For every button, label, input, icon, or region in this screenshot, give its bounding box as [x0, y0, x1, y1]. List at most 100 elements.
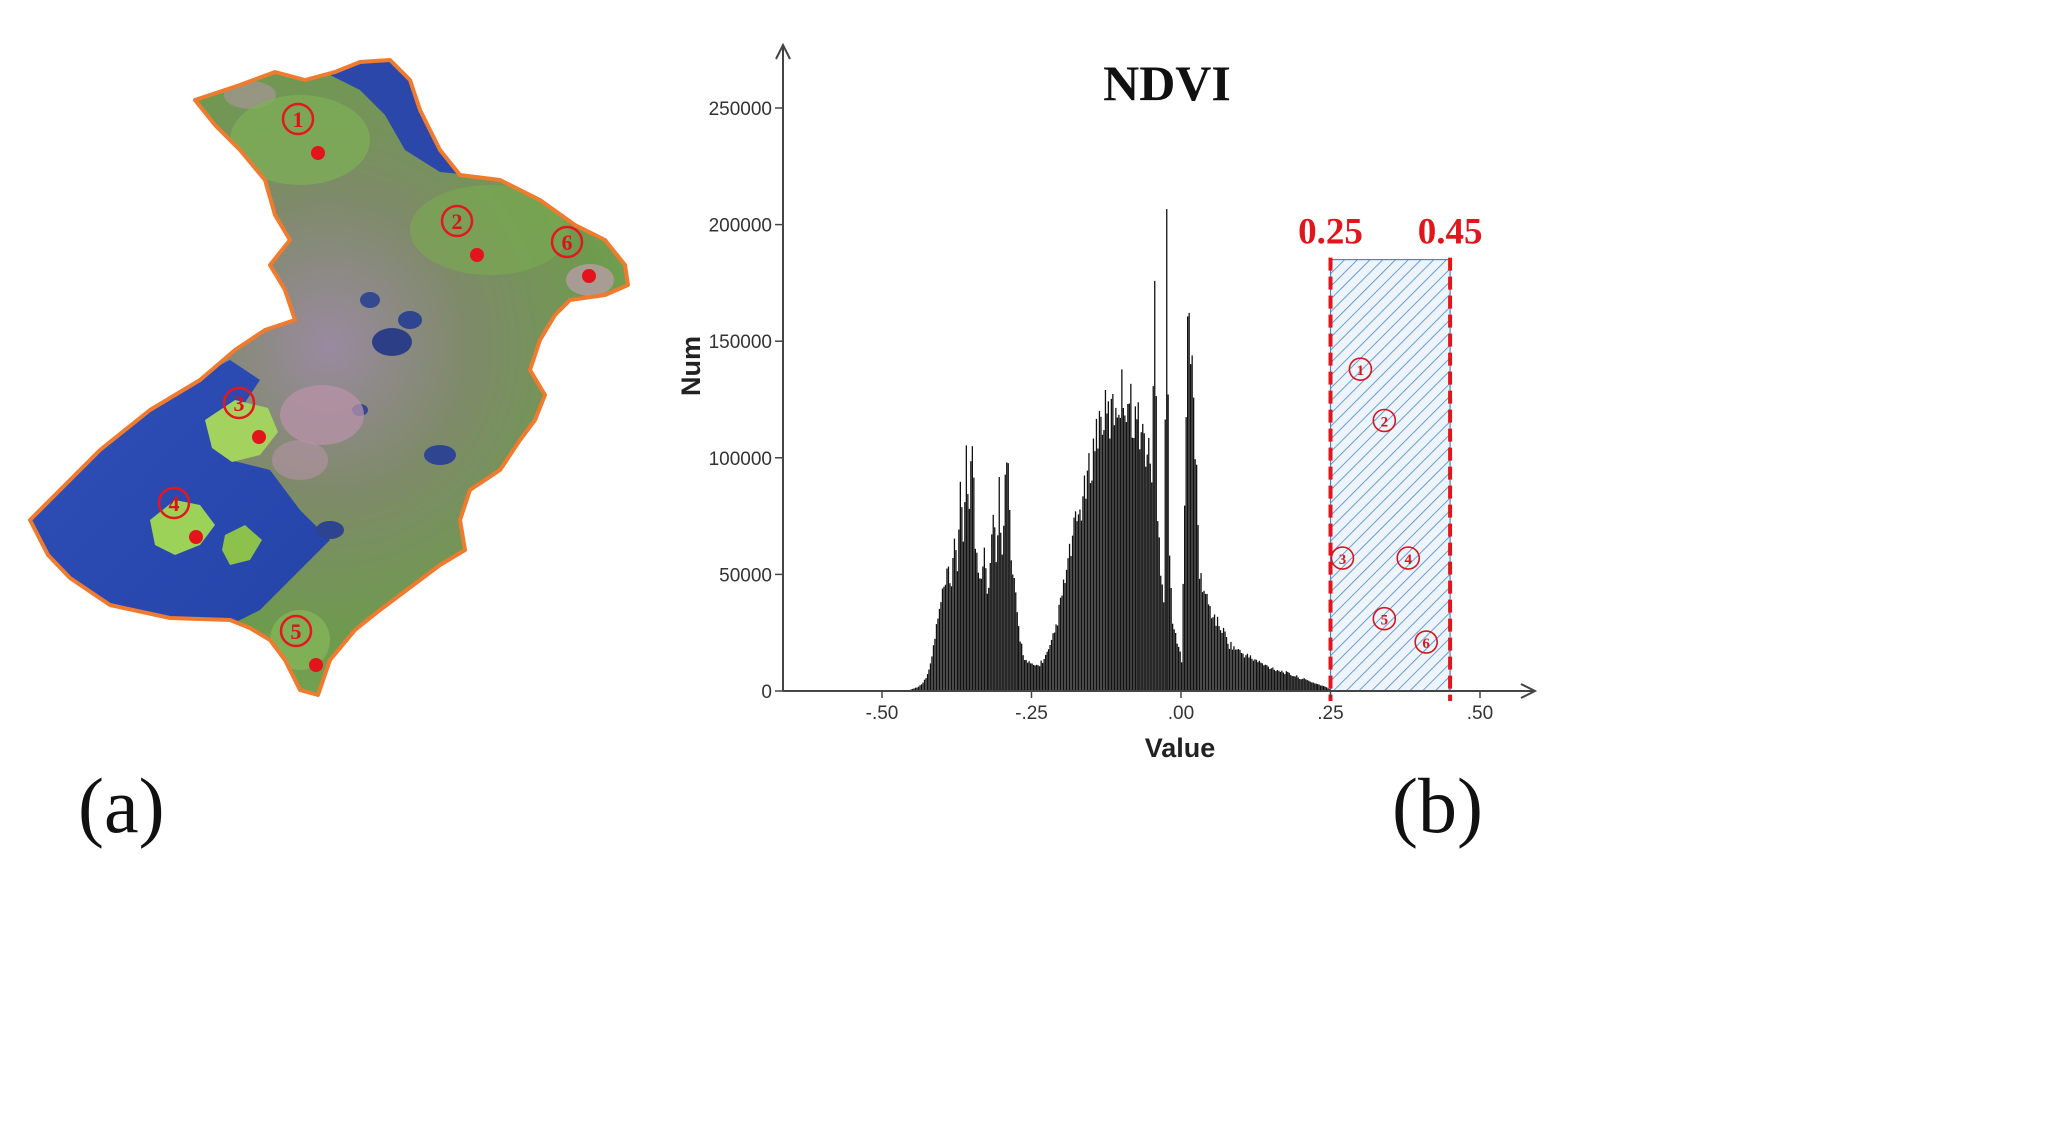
histogram-bar [1131, 437, 1133, 691]
histogram-bar [1033, 664, 1035, 691]
histogram-bar [1201, 592, 1204, 691]
histogram-bar [1145, 466, 1147, 691]
histogram-bar [1142, 423, 1144, 691]
histogram-bar [1296, 675, 1298, 691]
y-axis-title: Num [676, 336, 706, 396]
histogram-bar [952, 558, 954, 691]
histogram-bar [1248, 657, 1250, 691]
y-tick-label: 150000 [709, 332, 772, 353]
histogram-bar [1200, 573, 1202, 691]
histogram-bar [1158, 537, 1160, 691]
histogram-bar [926, 674, 929, 691]
histogram-bar [1091, 480, 1093, 691]
site-dot [470, 248, 484, 262]
histogram-bar [1193, 397, 1195, 691]
site-marker-3: 3 [1330, 546, 1355, 570]
histogram-bar [1240, 653, 1243, 691]
histogram-bar [935, 624, 938, 691]
histogram-bar [1028, 661, 1030, 691]
histogram-bar [947, 566, 950, 691]
site-marker-label: 2 [1381, 414, 1389, 430]
site-label: 6 [562, 230, 573, 255]
histogram-bar [1219, 630, 1222, 691]
x-tick-label: .25 [1317, 703, 1343, 724]
histogram-bar [1161, 584, 1163, 691]
histogram-bar [1016, 612, 1018, 691]
site-dot [582, 269, 596, 283]
histogram-bar [1224, 631, 1226, 691]
histogram-bar [1321, 685, 1323, 691]
histogram-bar [1239, 649, 1241, 691]
histogram-bar [1030, 663, 1032, 691]
histogram-bar [1000, 532, 1002, 691]
histogram-bar [1252, 660, 1255, 691]
histogram-bar [1203, 590, 1205, 691]
site-2: 2 [440, 204, 484, 262]
histogram-bar [980, 578, 982, 691]
site-marker-2: 2 [1372, 408, 1397, 433]
histogram-bar [1058, 604, 1060, 691]
site-marker-label: 1 [1357, 363, 1365, 379]
histogram-bar [1140, 432, 1142, 691]
histogram-bar [1127, 404, 1129, 691]
histogram-bar [1317, 684, 1319, 691]
histogram-bar [1284, 674, 1286, 691]
histogram-bar [1267, 666, 1269, 691]
site-dot [252, 430, 266, 444]
histogram-bar [946, 568, 948, 691]
histogram-bar [1260, 662, 1262, 691]
histogram-bar [938, 608, 941, 691]
histogram-bar [1288, 672, 1290, 691]
histogram-bar [922, 682, 924, 691]
histogram-bar [1086, 470, 1089, 691]
histogram-bar [1139, 449, 1141, 691]
histogram-bar [1163, 602, 1165, 691]
histogram-bar [988, 587, 990, 691]
histogram-bar [1196, 464, 1198, 691]
histogram-bar [1019, 641, 1021, 691]
histogram-bar [1181, 662, 1183, 691]
histogram-bar [1242, 653, 1244, 691]
histogram-bar [943, 586, 945, 691]
site-dot [311, 146, 325, 160]
histogram-bar [1146, 454, 1148, 691]
histogram-bar [1160, 575, 1162, 691]
histogram-bar [956, 571, 959, 691]
histogram-bar [1212, 617, 1214, 691]
histogram-bar [1175, 633, 1177, 691]
region-boundary [28, 58, 630, 697]
histogram-bar [1070, 556, 1072, 691]
histogram-bar [1053, 632, 1056, 691]
histogram-bar [1164, 419, 1166, 691]
histogram-bar [1018, 626, 1020, 691]
histogram-bar [1003, 525, 1005, 691]
chart-axes [775, 42, 1538, 699]
histogram-bar [1095, 418, 1098, 691]
histogram-bar [1039, 666, 1041, 691]
histogram-bar [1176, 643, 1178, 691]
histogram-bar [1067, 558, 1069, 691]
histogram-bar [1001, 554, 1003, 691]
histogram-bar [1261, 663, 1263, 691]
histogram-bar [1287, 671, 1289, 691]
histogram-bar [1082, 496, 1084, 691]
histogram-bar [1148, 438, 1150, 691]
histogram-bar [1324, 686, 1326, 691]
histogram-bar [1302, 678, 1304, 691]
histogram-bar [1249, 655, 1252, 691]
y-axis-ticks: 0 50000 100000 150000 200000 250000 [709, 99, 783, 703]
histogram-bar [1080, 520, 1083, 691]
histogram-bar [928, 669, 930, 691]
histogram-bar [1184, 505, 1186, 691]
histogram-bar [940, 602, 942, 691]
site-circle [440, 204, 474, 238]
histogram-bar [1009, 510, 1011, 691]
site-marker-label: 6 [1422, 636, 1430, 652]
upper-threshold-label: 0.45 [1418, 212, 1483, 253]
y-tick-label: 200000 [709, 216, 772, 237]
histogram-bar [1089, 483, 1092, 691]
histogram-bar [1121, 369, 1123, 691]
histogram-bar [1269, 669, 1271, 691]
histogram-bar [1107, 401, 1109, 691]
site-circle [279, 614, 313, 648]
